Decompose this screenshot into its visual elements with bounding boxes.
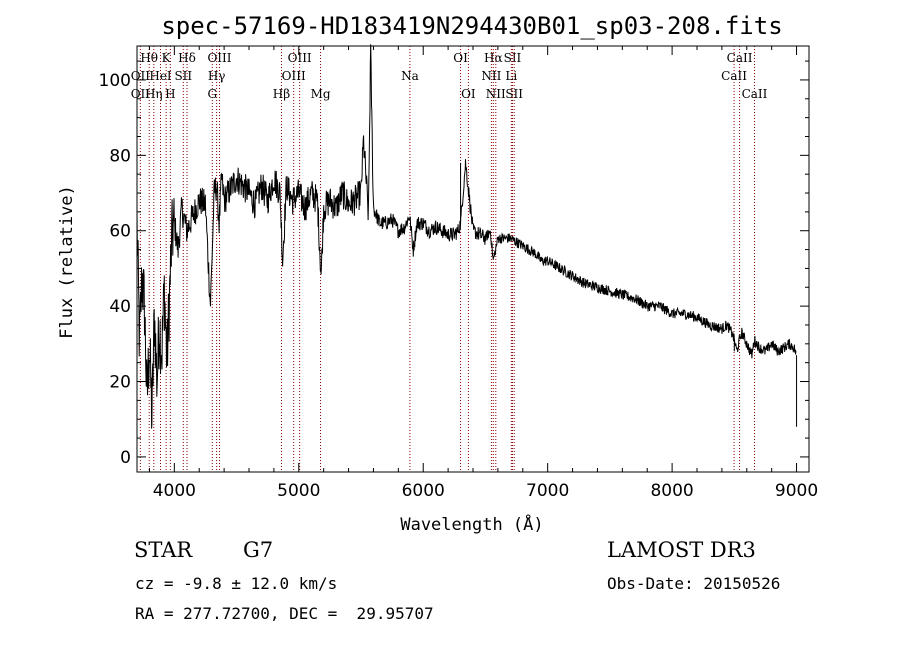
line-label: Hγ [208,69,226,83]
line-label: G [207,87,217,101]
axes: 4000 5000 6000 7000 8000 9000 0 20 40 60 80 100 [99,46,818,501]
line-label: OI [461,87,476,101]
survey-name: LAMOST DR3 [607,538,756,562]
chart-title: spec-57169-HD183419N294430B01_sp03-208.f… [161,12,782,40]
line-label: HeI [149,69,172,83]
line-label: OIII [207,51,231,65]
x-tick-label: 6000 [402,481,445,501]
line-label: NII [481,69,501,83]
line-label: Hη [145,87,163,101]
line-label: OI [453,51,468,65]
line-label: H [165,87,175,101]
line-label: Hθ [140,51,158,65]
line-annotations: Hθ OII OII K HeI Hη Hδ SII H OIII Hγ G OIII OIII Hβ Mg N… [131,46,768,472]
y-tick-label: 100 [99,71,131,91]
line-label: OII [131,69,151,83]
line-label: CaII [727,51,753,65]
line-label: SII [174,69,192,83]
y-axis-label: Flux (relative) [57,185,77,339]
y-tick-label: 60 [109,222,131,242]
line-label: Mg [311,87,331,101]
line-label: OII [131,87,151,101]
redshift-value: cz = -9.8 ± 12.0 km/s [135,574,338,593]
line-label: Hδ [178,51,196,65]
line-label: OIII [288,51,312,65]
line-label: K [162,51,172,65]
coordinates: RA = 277.72700, DEC = 29.95707 [135,604,434,623]
line-label: NII [486,87,506,101]
object-class: STAR [134,538,193,562]
y-tick-label: 0 [120,448,131,468]
spectrum-line [136,44,797,429]
line-label: CaII [742,87,768,101]
x-tick-label: 7000 [526,481,569,501]
y-tick-label: 40 [109,297,131,317]
y-tick-label: 80 [109,146,131,166]
line-label: Li [505,69,517,83]
line-label: Na [401,69,419,83]
line-label: Hβ [273,87,290,101]
x-axis-label: Wavelength (Å) [400,513,543,535]
x-tick-label: 9000 [775,481,818,501]
x-tick-label: 4000 [153,481,196,501]
line-label: SII [505,87,523,101]
line-label: Hα [484,51,503,65]
line-label: SII [504,51,522,65]
spectrum-series [136,44,798,429]
plot-frame [136,45,810,473]
line-label: CaII [721,69,747,83]
object-subclass: G7 [243,538,274,562]
x-tick-label: 8000 [650,481,693,501]
line-label: OIII [282,69,306,83]
y-tick-label: 20 [109,373,131,393]
x-tick-label: 5000 [277,481,320,501]
observation-date: Obs-Date: 20150526 [607,574,781,593]
